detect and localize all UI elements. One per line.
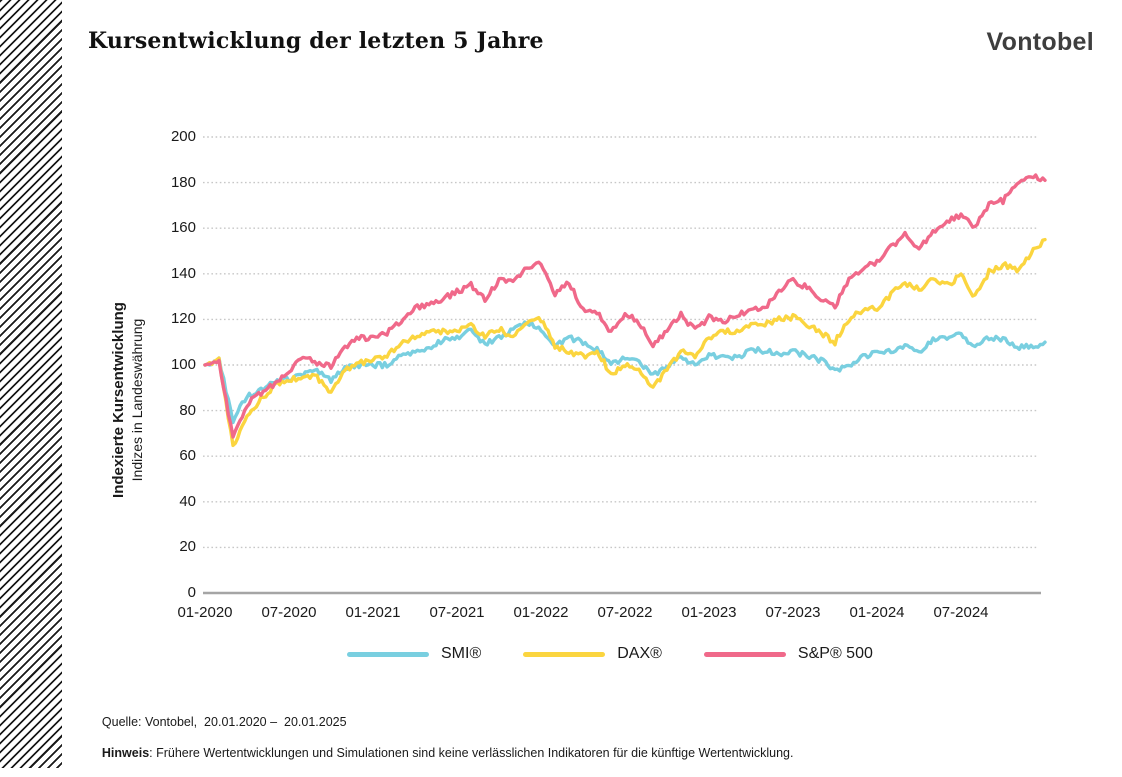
page-title: Kursentwicklung der letzten 5 Jahre [88, 28, 544, 54]
x-tick-label-01-2023: 01-2023 [681, 604, 737, 621]
y-tick-label-140: 140 [170, 264, 196, 282]
dax-line [203, 237, 1047, 448]
x-tick-label-07-2022: 07-2022 [597, 604, 653, 621]
dax-line-swatch [523, 651, 606, 657]
sp500-line [203, 173, 1047, 439]
y-tick-label-120: 120 [170, 310, 196, 328]
y-tick-label-0: 0 [187, 584, 196, 601]
y-tick-label-200: 200 [170, 128, 196, 145]
y-tick-label-160: 160 [170, 219, 196, 237]
chart-legend: SMI® DAX® S&P® 500 [347, 645, 873, 663]
legend-item-sp500: S&P® 500 [703, 645, 873, 663]
footer-notes: Quelle: Vontobel, 20.01.2020 – 20.01.202… [88, 699, 794, 777]
legend-label-sp500: S&P® 500 [797, 645, 873, 662]
legend-item-smi: SMI® [347, 645, 481, 663]
smi-line [203, 320, 1047, 425]
x-tick-label-07-2024: 07-2024 [933, 604, 989, 621]
x-tick-label-07-2021: 07-2021 [429, 604, 485, 621]
sp500-line-swatch [703, 651, 786, 657]
hinweis-text: : Frühere Wertentwicklungen und Simulati… [149, 745, 794, 760]
x-tick-label-01-2020: 01-2020 [177, 604, 233, 621]
x-tick-label-07-2023: 07-2023 [765, 604, 821, 621]
diagonal-stripes-decoration [0, 0, 62, 768]
x-tick-label-07-2020: 07-2020 [261, 604, 317, 621]
y-axis-title-main: Indexierte Kursentwicklung [110, 302, 127, 498]
smi-line-swatch [347, 651, 429, 657]
x-tick-label-01-2021: 01-2021 [345, 604, 401, 621]
vontobel-logo: Vontobel [986, 28, 1094, 56]
source-line: Quelle: Vontobel, 20.01.2020 – 20.01.202… [101, 714, 347, 729]
hinweis-label: Hinweis [101, 745, 150, 760]
y-tick-label-60: 60 [179, 447, 196, 465]
y-axis-title: Indexierte Kursentwicklung Indizes in La… [109, 250, 147, 550]
legend-item-dax: DAX® [523, 645, 662, 663]
y-tick-label-40: 40 [179, 492, 196, 510]
x-tick-label-01-2024: 01-2024 [849, 604, 905, 621]
y-tick-label-100: 100 [170, 356, 196, 373]
x-tick-label-01-2022: 01-2022 [513, 604, 569, 621]
y-tick-label-20: 20 [179, 538, 196, 556]
y-axis-title-sub: Indizes in Landeswährung [129, 318, 145, 482]
y-tick-label-180: 180 [170, 173, 196, 191]
legend-label-dax: DAX® [617, 645, 662, 662]
legend-label-smi: SMI® [441, 645, 482, 662]
y-tick-label-80: 80 [179, 401, 196, 419]
